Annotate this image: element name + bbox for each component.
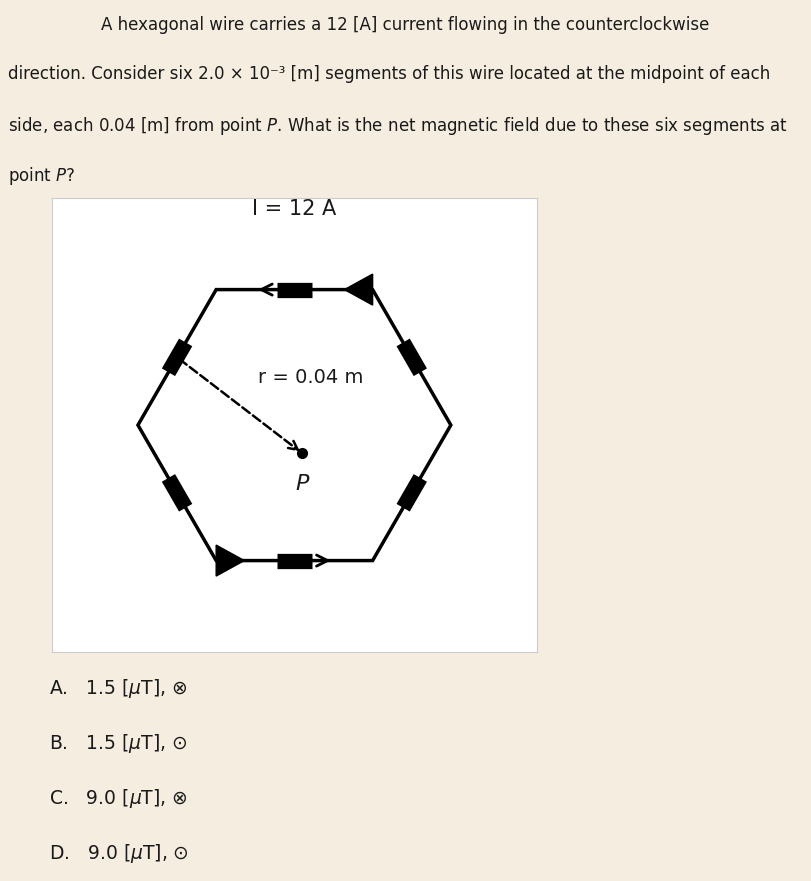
Text: B.   1.5 [$\mu$T], $\odot$: B. 1.5 [$\mu$T], $\odot$	[49, 732, 187, 755]
FancyArrowPatch shape	[261, 284, 279, 295]
Text: point $P$?: point $P$?	[8, 165, 75, 187]
Text: A hexagonal wire carries a 12 [A] current flowing in the counterclockwise: A hexagonal wire carries a 12 [A] curren…	[101, 16, 710, 33]
FancyArrowPatch shape	[310, 555, 328, 566]
Polygon shape	[217, 545, 244, 576]
Text: r = 0.04 m: r = 0.04 m	[259, 367, 364, 387]
Text: P: P	[295, 474, 309, 493]
Text: direction. Consider six 2.0 × 10⁻³ [m] segments of this wire located at the midp: direction. Consider six 2.0 × 10⁻³ [m] s…	[8, 65, 770, 84]
Text: I = 12 A: I = 12 A	[252, 198, 337, 218]
Polygon shape	[345, 274, 372, 305]
Text: C.   9.0 [$\mu$T], $\otimes$: C. 9.0 [$\mu$T], $\otimes$	[49, 787, 187, 810]
Text: side, each 0.04 [m] from point $P$. What is the net magnetic field due to these : side, each 0.04 [m] from point $P$. What…	[8, 115, 788, 137]
Text: A.   1.5 [$\mu$T], $\otimes$: A. 1.5 [$\mu$T], $\otimes$	[49, 677, 187, 700]
Text: D.   9.0 [$\mu$T], $\odot$: D. 9.0 [$\mu$T], $\odot$	[49, 842, 189, 865]
